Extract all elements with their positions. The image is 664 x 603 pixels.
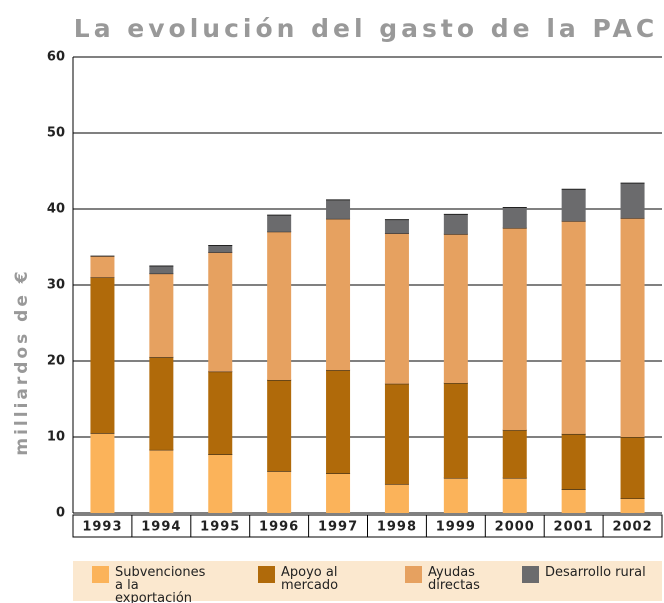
y-tick-label: 0 [56,506,65,521]
bar-segment [502,228,527,431]
x-tick-label: 1997 [318,520,358,535]
legend-swatch [258,566,275,583]
bar-segment [384,219,409,234]
bar-segment [384,233,409,384]
legend-swatch [405,566,422,583]
bar-segment [208,454,233,513]
legend-label: Ayudas directas [428,565,480,593]
bar-segment [384,383,409,485]
bar-segment [326,370,351,474]
legend-item: Desarrollo rural [522,566,664,583]
x-tick-label: 2001 [554,520,594,535]
legend-item: Apoyo al mercado [258,566,351,592]
x-tick-label: 2002 [612,520,652,535]
legend-swatch [522,566,539,583]
bar-segment [561,489,586,513]
bar-segment [443,214,468,235]
bar-segment [149,266,174,274]
y-tick-label: 40 [47,202,65,217]
legend-label: Subvenciones a la exportación [115,565,206,603]
bar-segment [149,273,174,358]
x-tick-label: 1995 [200,520,240,535]
x-tick-label: 1994 [141,520,181,535]
bar-segment [620,218,645,437]
bar-segment [561,433,586,490]
bar-segment [502,430,527,479]
bar-segment [326,473,351,513]
legend-swatch [92,566,109,583]
bar-segment [443,478,468,513]
bar-segment [267,380,292,472]
x-tick-label: 1999 [436,520,476,535]
bar-segment [90,433,115,513]
bar-segment [443,234,468,384]
y-tick-label: 20 [47,354,65,369]
legend-label: Desarrollo rural [545,565,646,580]
y-axis-label: milliardos de € [12,268,32,455]
legend-item: Ayudas directas [405,566,483,592]
x-tick-label: 1998 [377,520,417,535]
bar-segment [326,199,351,219]
legend-box [73,561,662,601]
bar-segment [443,383,468,479]
y-tick-label: 60 [47,50,65,65]
bar-segment [267,471,292,513]
bar-segment [90,277,115,434]
x-tick-label: 1993 [82,520,122,535]
chart-title: La evolución del gasto de la PAC [74,14,658,43]
bar-segment [620,498,645,513]
bar-segment [208,371,233,455]
bar-segment [561,221,586,434]
bar-segment [502,478,527,513]
y-tick-label: 10 [47,430,65,445]
bar-segment [502,207,527,228]
y-tick-label: 30 [47,278,65,293]
bar-segment [208,245,233,253]
bar-segment [149,449,174,513]
legend-label: Apoyo al mercado [281,565,339,593]
x-tick-label: 1996 [259,520,299,535]
bar-segment [90,256,115,278]
bar-segment [620,183,645,219]
bar-segment [149,357,174,450]
bar-segment [561,189,586,222]
bar-segment [326,218,351,371]
x-tick-label: 2000 [495,520,535,535]
legend-item: Subvenciones a la exportación [92,565,206,603]
bar-segment [384,484,409,513]
bar-segment [620,437,645,499]
y-tick-label: 50 [47,126,65,141]
bar-segment [267,231,292,380]
bar-segment [267,215,292,232]
bar-segment [208,252,233,372]
